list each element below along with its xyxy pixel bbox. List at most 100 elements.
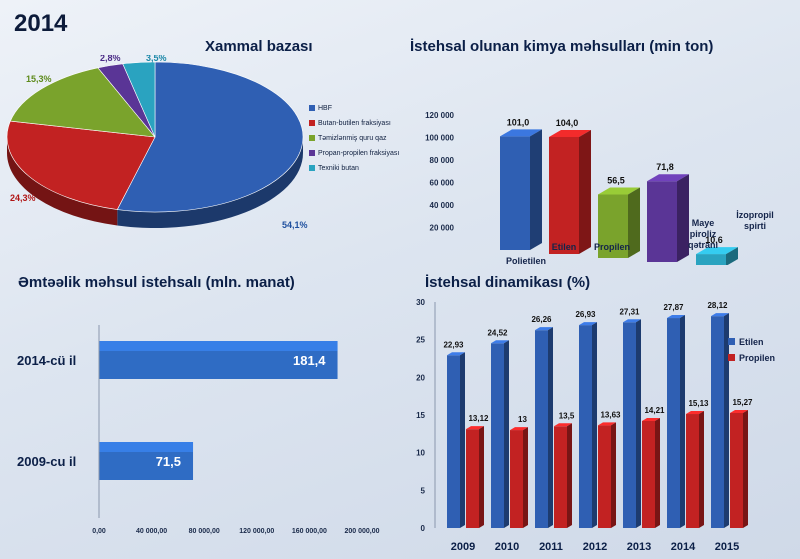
- dynamics-bar-side: [655, 417, 660, 528]
- dynamics-value-label: 13,5: [559, 411, 575, 420]
- commodity-bar-highlight: [99, 442, 194, 452]
- dynamics-bar-top: [510, 427, 528, 431]
- dynamics-bar: [447, 355, 460, 528]
- dynamics-bar: [535, 330, 548, 528]
- dynamics-bar: [642, 420, 655, 528]
- dynamics-value-label: 13: [518, 415, 527, 424]
- dynamics-bar-side: [504, 340, 509, 528]
- commodity-category-label: 2014-cü il: [17, 353, 76, 368]
- legend-label: HBF: [318, 105, 332, 112]
- dynamics-bar-side: [680, 315, 685, 528]
- year-title: 2014: [14, 10, 68, 37]
- product-bar: [696, 254, 726, 265]
- product-bar: [500, 136, 530, 250]
- product-category-label: Etilen: [552, 242, 577, 252]
- dynamics-year-label: 2011: [539, 541, 563, 553]
- dynamics-bar-side: [724, 313, 729, 528]
- x-tick-label: 120 000,00: [239, 528, 274, 535]
- dynamics-bar: [598, 425, 611, 528]
- product-category-label: qətranı: [688, 240, 718, 250]
- dynamics-bar: [686, 414, 699, 528]
- pie-slice-side: [117, 137, 303, 228]
- y-tick-label: 80 000: [430, 156, 455, 165]
- y-tick-label: 5: [421, 486, 426, 495]
- x-tick-label: 0,00: [92, 528, 106, 535]
- pie-slice: [116, 61, 304, 213]
- product-bar-top: [696, 247, 738, 255]
- dynamics-bar: [667, 318, 680, 528]
- dynamics-bar: [510, 430, 523, 528]
- dynamics-bar: [491, 343, 504, 528]
- pie-legend-item: Propan-propilen fraksiyası: [309, 150, 399, 157]
- y-tick-label: 120 000: [425, 111, 454, 120]
- pie-legend-item: Təmizlənmiş quru qaz: [309, 135, 386, 142]
- dynamics-value-label: 24,52: [487, 328, 508, 337]
- product-category-label: Maye: [692, 218, 715, 228]
- dynamics-bar-top: [491, 340, 509, 344]
- dynamics-bar: [466, 429, 479, 528]
- dynamics-bar-side: [548, 327, 553, 528]
- product-bar-top: [598, 187, 640, 195]
- dynamics-year-label: 2012: [583, 541, 607, 553]
- legend-label: Təmizlənmiş quru qaz: [318, 135, 387, 142]
- pie-slice-side: [7, 137, 118, 226]
- y-tick-label: 100 000: [425, 134, 454, 143]
- pie-slice: [122, 61, 156, 138]
- pie-value-label: 3,5%: [146, 55, 167, 63]
- product-category-label: İzopropil: [736, 210, 774, 220]
- dynamics-value-label: 28,12: [707, 301, 728, 310]
- commodity-chart: 181,4 2014-cü il 71,5 2009-cu il 0,00 40 000,…: [17, 325, 380, 535]
- y-tick-label: 20 000: [430, 224, 455, 233]
- dynamics-bar: [579, 325, 592, 528]
- x-tick-label: 80 000,00: [189, 528, 220, 535]
- dynamics-bar: [623, 322, 636, 528]
- dynamics-value-label: 13,63: [600, 410, 621, 419]
- pie-value-label: 24,3%: [10, 193, 36, 203]
- y-tick-label: 40 000: [430, 201, 455, 210]
- product-bar: [549, 137, 579, 254]
- product-bar-side: [628, 187, 640, 258]
- legend-label: Propan-propilen fraksiyası: [318, 150, 400, 157]
- x-tick-label: 200 000,00: [344, 528, 379, 535]
- dynamics-value-label: 27,31: [619, 307, 640, 316]
- products-chart: 20 000 40 000 60 000 80 000 100 000 120 000 10…: [425, 111, 774, 265]
- dynamics-chart: 0 5 10 15 20 25 30 22,93 13,12 2009 24,52 13 2010 26,…: [416, 298, 775, 553]
- dynamics-bar-side: [460, 352, 465, 528]
- dynamics-legend-label: Propilen: [739, 353, 775, 363]
- pie-legend-item: Texniki butan: [309, 165, 359, 172]
- dynamics-value-label: 27,87: [663, 303, 684, 312]
- dynamics-bar-top: [598, 422, 616, 426]
- product-bar: [647, 181, 677, 262]
- pie-value-label: 15,3%: [26, 74, 52, 84]
- dynamics-legend-swatch: [728, 354, 735, 361]
- dynamics-bar-side: [743, 409, 748, 528]
- product-bar-side: [677, 174, 689, 262]
- legend-swatch: [309, 120, 315, 127]
- product-bar-side: [579, 130, 591, 254]
- dynamics-year-label: 2014: [671, 541, 696, 553]
- x-tick-label: 40 000,00: [136, 528, 167, 535]
- dynamics-bar: [711, 316, 724, 528]
- pie-chart: 54,1% 24,3% 15,3% 2,8% 3,5%: [6, 55, 308, 230]
- legend-swatch: [309, 165, 315, 172]
- dynamics-bar-top: [447, 352, 465, 356]
- dynamics-bar-side: [523, 427, 528, 528]
- y-tick-label: 10: [416, 449, 425, 458]
- dynamics-bar-top: [579, 322, 597, 326]
- dynamics-bar-top: [466, 426, 484, 430]
- legend-swatch: [309, 105, 315, 112]
- dynamics-bar-side: [636, 319, 641, 528]
- dynamics-bar-top: [711, 313, 729, 317]
- commodity-category-label: 2009-cu il: [17, 454, 76, 469]
- dynamics-bar: [730, 412, 743, 528]
- legend-swatch: [309, 150, 315, 157]
- dynamics-year-label: 2013: [627, 541, 651, 553]
- product-value-label: 104,0: [556, 118, 579, 128]
- pie-value-label: 2,8%: [100, 55, 121, 63]
- dynamics-legend-swatch: [728, 338, 735, 345]
- dynamics-value-label: 13,12: [468, 414, 489, 423]
- legend-label: Texniki butan: [318, 165, 359, 172]
- dynamics-value-label: 26,26: [531, 315, 552, 324]
- commodity-value-label: 181,4: [293, 353, 326, 368]
- dynamics-value-label: 15,13: [688, 399, 709, 408]
